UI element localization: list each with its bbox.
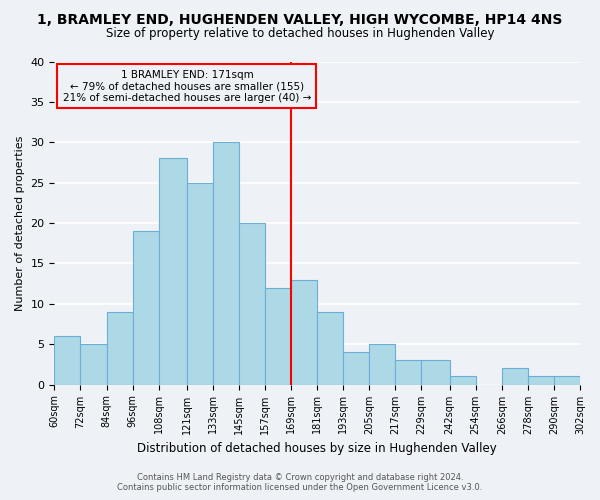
Bar xyxy=(554,376,580,384)
Text: Size of property relative to detached houses in Hughenden Valley: Size of property relative to detached ho… xyxy=(106,28,494,40)
Bar xyxy=(239,223,265,384)
Bar xyxy=(528,376,554,384)
Bar xyxy=(502,368,528,384)
Bar xyxy=(370,344,395,385)
Bar xyxy=(317,312,343,384)
Bar xyxy=(80,344,107,385)
X-axis label: Distribution of detached houses by size in Hughenden Valley: Distribution of detached houses by size … xyxy=(137,442,497,455)
Bar xyxy=(421,360,449,384)
Bar xyxy=(55,336,80,384)
Bar xyxy=(187,182,213,384)
Bar xyxy=(265,288,291,384)
Bar xyxy=(133,231,158,384)
Bar xyxy=(449,376,476,384)
Bar xyxy=(213,142,239,384)
Bar xyxy=(395,360,421,384)
Bar xyxy=(343,352,370,384)
Text: Contains HM Land Registry data © Crown copyright and database right 2024.
Contai: Contains HM Land Registry data © Crown c… xyxy=(118,473,482,492)
Bar xyxy=(291,280,317,384)
Bar xyxy=(107,312,133,384)
Bar xyxy=(158,158,187,384)
Y-axis label: Number of detached properties: Number of detached properties xyxy=(15,136,25,310)
Text: 1 BRAMLEY END: 171sqm
← 79% of detached houses are smaller (155)
21% of semi-det: 1 BRAMLEY END: 171sqm ← 79% of detached … xyxy=(63,70,311,103)
Text: 1, BRAMLEY END, HUGHENDEN VALLEY, HIGH WYCOMBE, HP14 4NS: 1, BRAMLEY END, HUGHENDEN VALLEY, HIGH W… xyxy=(37,12,563,26)
